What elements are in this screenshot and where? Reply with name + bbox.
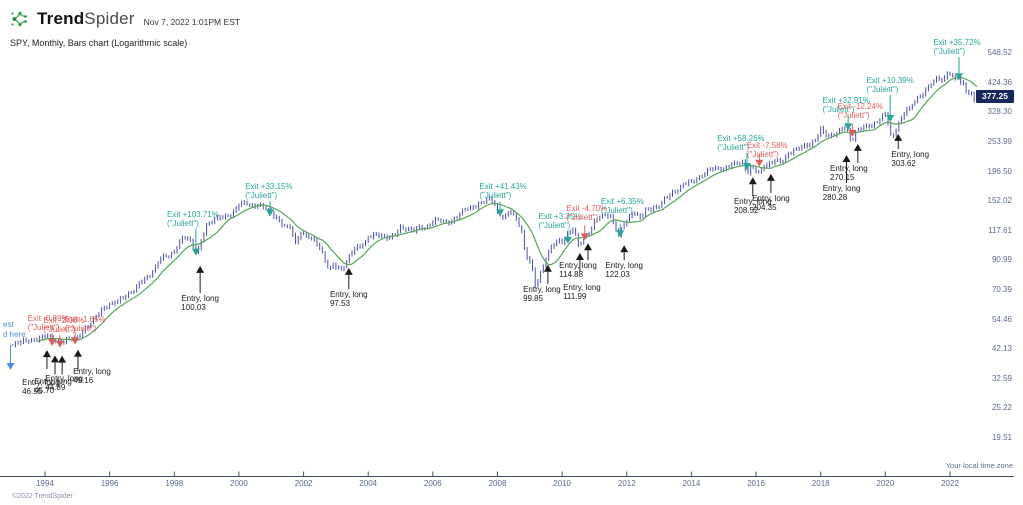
- time-axis-line: [0, 471, 1014, 477]
- moving-average-line: [36, 76, 978, 342]
- time-axis-label: 2004: [359, 479, 378, 488]
- backtest-start-note: est d here: [3, 320, 26, 339]
- time-axis-label: 2016: [747, 479, 765, 488]
- backtest-start-note-line1: est: [3, 320, 14, 329]
- price-axis-label: 70.39: [991, 285, 1012, 294]
- price-axis-label: 152.02: [987, 196, 1012, 206]
- exit-marker: [496, 201, 505, 217]
- trendspider-logo-icon: [11, 11, 27, 27]
- price-axis-label: 32.59: [991, 373, 1012, 383]
- brand-light: Spider: [84, 9, 135, 28]
- entry-marker: [51, 355, 59, 375]
- price-axis-label: 54.46: [991, 314, 1012, 324]
- brand-wordmark: TrendSpider: [37, 9, 135, 29]
- current-price-tag: 377.25: [976, 90, 1014, 103]
- exit-marker: [265, 201, 274, 217]
- entry-marker: [766, 173, 775, 193]
- price-axis-label: 328.30: [987, 107, 1012, 117]
- price-axis-label: 42.13: [991, 344, 1012, 354]
- brand-bold: Trend: [37, 9, 85, 28]
- time-axis-label: 2014: [682, 479, 701, 488]
- exit-marker: [844, 115, 853, 131]
- time-axis-label: 2008: [488, 479, 507, 488]
- time-axis-label: 2022: [941, 479, 959, 488]
- price-axis-label: 196.50: [987, 166, 1012, 176]
- chart-subtitle: SPY, Monthly, Bars chart (Logarithmic sc…: [10, 38, 188, 48]
- price-axis-label: 253.99: [987, 137, 1012, 146]
- exit-marker: [191, 228, 200, 256]
- price-axis-label: 25.22: [991, 403, 1012, 413]
- chart-timestamp: Nov 7, 2022 1:01PM EST: [143, 16, 241, 27]
- entry-marker: [842, 155, 851, 183]
- exit-marker: [55, 334, 64, 348]
- price-axis-label: 117.61: [988, 225, 1012, 235]
- exit-marker: [743, 153, 751, 170]
- time-axis-label: 2002: [294, 479, 313, 488]
- time-axis-label: 2012: [617, 479, 636, 488]
- time-axis-label: 1996: [100, 479, 119, 488]
- backtest-start-marker: [6, 345, 15, 370]
- price-axis-label: 90.99: [991, 255, 1012, 265]
- price-axis-label: 19.51: [991, 433, 1012, 442]
- entry-marker: [74, 349, 82, 371]
- exit-marker: [563, 230, 572, 244]
- exit-marker: [848, 123, 857, 137]
- entry-marker: [196, 265, 205, 293]
- copyright-watermark: ©2022 TrendSpider: [12, 493, 73, 500]
- time-axis-label: 2020: [876, 479, 895, 488]
- price-axis-label: 548.52: [987, 48, 1012, 58]
- entry-marker: [42, 350, 51, 370]
- time-axis-label: 1994: [36, 479, 54, 488]
- exit-marker: [580, 225, 589, 241]
- backtest-start-note-line2: d here: [3, 329, 26, 339]
- header: TrendSpider Nov 7, 2022 1:01PM EST: [8, 7, 240, 31]
- exit-marker: [886, 95, 895, 122]
- time-axis-label: 1998: [165, 479, 184, 488]
- entry-marker: [575, 253, 584, 272]
- entry-marker: [894, 133, 903, 149]
- exit-marker: [71, 331, 80, 345]
- timezone-note[interactable]: Your local time zone: [945, 461, 1013, 470]
- price-bars: [12, 71, 978, 348]
- exit-marker: [755, 153, 764, 167]
- exit-marker: [616, 224, 625, 238]
- exit-marker: [955, 57, 963, 81]
- entry-marker: [748, 177, 757, 197]
- time-axis-label: 2006: [423, 479, 442, 488]
- time-axis-label: 2010: [553, 479, 571, 488]
- entry-marker: [620, 245, 629, 261]
- entry-marker: [344, 267, 353, 289]
- entry-marker: [543, 264, 552, 284]
- entry-marker: [58, 355, 67, 375]
- entry-marker: [584, 243, 592, 261]
- exit-marker: [48, 333, 57, 346]
- price-axis-label: 424.36: [987, 77, 1012, 87]
- time-axis-label: 2000: [229, 479, 248, 488]
- time-axis-label: 2018: [811, 479, 830, 488]
- entry-marker: [853, 143, 862, 163]
